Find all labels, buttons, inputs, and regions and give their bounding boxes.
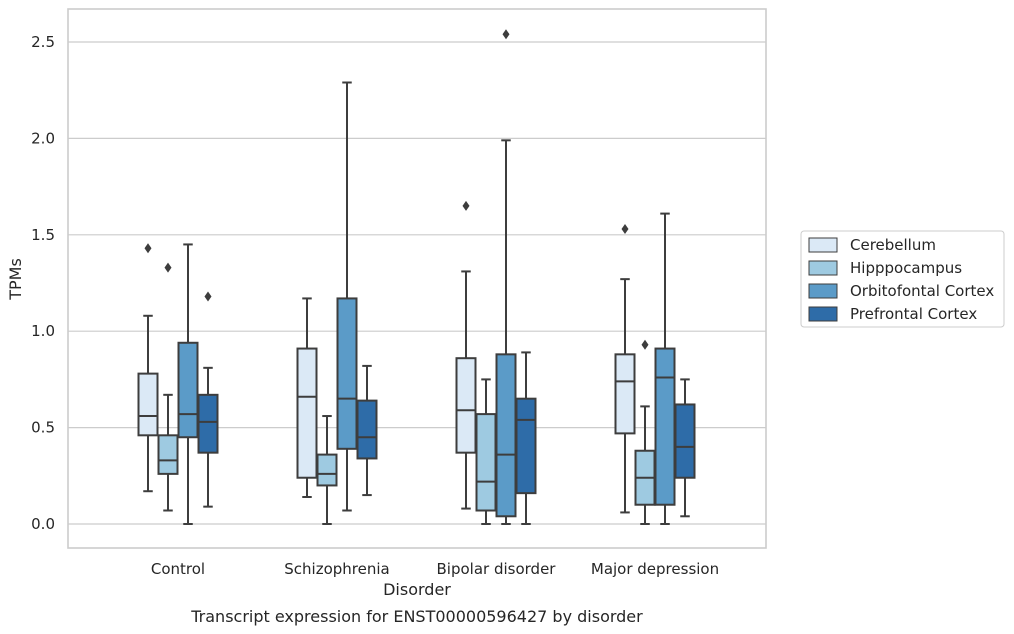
box	[137, 372, 159, 437]
box	[614, 353, 636, 435]
legend-label: Cerebellum	[850, 236, 936, 254]
legend-swatch	[808, 306, 838, 322]
legend: Cerebellum Hipppocampus Orbitofontal Corte…	[800, 230, 1005, 328]
box	[455, 357, 477, 454]
y-tick-labels: 0.0 0.5 1.0 1.5 2.0 2.5	[31, 33, 55, 533]
legend-swatch	[808, 260, 838, 276]
outlier-point	[204, 291, 212, 302]
y-tick-label: 0.5	[31, 419, 55, 437]
plot-area-frame	[67, 8, 767, 549]
box-group	[336, 81, 358, 512]
box	[654, 347, 676, 506]
y-axis-label: TPMs	[6, 258, 25, 301]
figure-caption: Transcript expression for ENST0000059642…	[190, 607, 643, 626]
box	[356, 399, 378, 460]
box	[157, 434, 179, 475]
x-tick-label: Schizophrenia	[284, 560, 389, 578]
box-group	[177, 243, 199, 525]
box	[475, 413, 497, 512]
outlier-point	[502, 29, 510, 40]
box-group	[455, 200, 477, 510]
x-tick-labels: Control Schizophrenia Bipolar disorder Majo…	[151, 560, 719, 578]
box-group	[197, 291, 219, 508]
box	[495, 353, 517, 518]
box-group	[495, 29, 517, 525]
box-group	[634, 339, 656, 525]
box-group	[614, 224, 636, 514]
outlier-point	[144, 243, 152, 254]
outlier-point	[621, 224, 629, 235]
outlier-point	[164, 262, 172, 273]
box	[674, 403, 696, 479]
outlier-point	[462, 200, 470, 211]
box	[515, 397, 537, 495]
box-group	[654, 212, 676, 525]
box-group	[157, 262, 179, 512]
outlier-point	[641, 339, 649, 350]
box	[336, 297, 358, 450]
legend-swatch	[808, 283, 838, 299]
x-tick-label: Control	[151, 560, 205, 578]
box-group	[475, 378, 497, 525]
legend-label: Orbitofontal Cortex	[850, 282, 994, 300]
box	[296, 347, 318, 479]
boxes-layer	[137, 29, 696, 525]
box-group	[316, 415, 338, 525]
legend-label: Prefrontal Cortex	[850, 305, 977, 323]
box-group	[674, 378, 696, 518]
box-group	[296, 297, 318, 499]
x-tick-label: Bipolar disorder	[437, 560, 557, 578]
legend-frame	[800, 230, 1005, 328]
box-group	[515, 351, 537, 525]
box-group	[356, 364, 378, 497]
y-tick-label: 1.0	[31, 322, 55, 340]
box-group	[137, 243, 159, 493]
y-tick-label: 2.5	[31, 33, 55, 51]
y-tick-label: 2.0	[31, 129, 55, 147]
legend-swatch	[808, 237, 838, 253]
box	[197, 393, 219, 454]
y-tick-label: 0.0	[31, 515, 55, 533]
box	[316, 453, 338, 487]
x-tick-label: Major depression	[591, 560, 719, 578]
legend-label: Hipppocampus	[850, 259, 962, 277]
box	[177, 341, 199, 439]
y-tick-label: 1.5	[31, 226, 55, 244]
x-axis-label: Disorder	[383, 580, 451, 599]
